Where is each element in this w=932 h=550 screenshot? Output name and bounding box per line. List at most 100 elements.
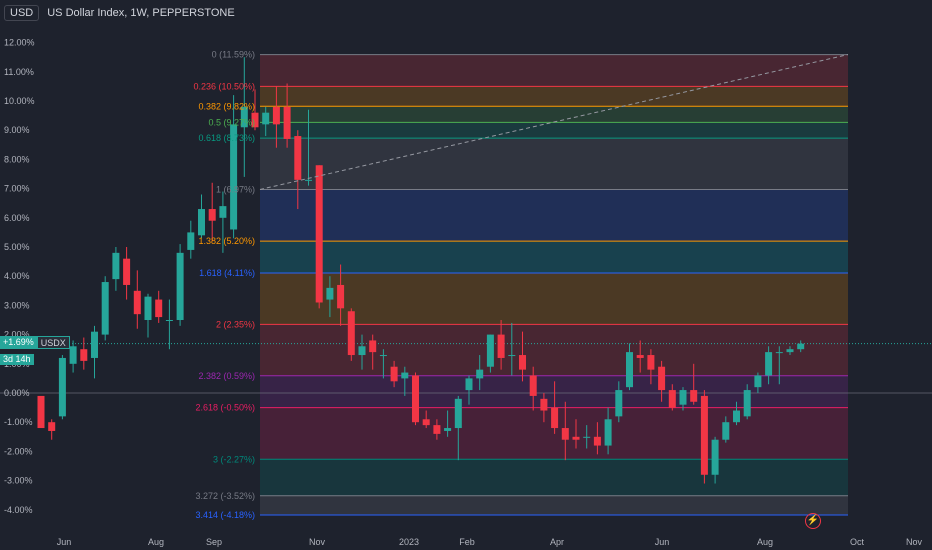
y-axis-tick-label: -4.00%	[4, 505, 33, 515]
x-axis-tick-label: Aug	[757, 537, 773, 547]
fib-level-label: 0.5 (9.27%)	[208, 117, 255, 127]
x-axis-tick-label: Sep	[206, 537, 222, 547]
candle-body	[112, 252, 120, 280]
candle-body	[636, 355, 644, 358]
y-axis-tick-label: -3.00%	[4, 476, 33, 486]
fib-level-label: 0.382 (9.82%)	[198, 101, 255, 111]
candle-body	[561, 428, 569, 440]
fib-zone	[260, 122, 848, 139]
candle-body	[626, 352, 633, 388]
candle-body	[700, 395, 708, 475]
candle-body	[604, 419, 612, 446]
fib-zone	[260, 324, 848, 376]
fib-zone	[260, 106, 848, 123]
x-axis-tick-label: 2023	[399, 537, 419, 547]
fib-level-label: 0.236 (10.50%)	[193, 81, 255, 91]
candle-body	[48, 422, 56, 431]
fib-level-label: 3.414 (-4.18%)	[195, 510, 255, 520]
candle-body	[358, 346, 366, 356]
candle-body	[412, 375, 419, 423]
currency-button[interactable]: USD	[4, 5, 40, 21]
y-axis-tick-label: 3.00%	[4, 300, 30, 310]
y-axis-tick-label: 10.00%	[4, 96, 35, 106]
candle-body	[337, 284, 345, 309]
y-axis-tick-label: -2.00%	[4, 446, 33, 456]
candle-body	[743, 390, 751, 417]
y-axis-tick-label: 11.00%	[4, 67, 34, 77]
candle-body	[283, 106, 291, 139]
candle-body	[91, 331, 98, 358]
candle-body	[486, 334, 494, 367]
fib-zone	[260, 272, 848, 325]
candle-body	[230, 124, 238, 230]
candle-body	[572, 436, 580, 440]
candle-body	[165, 320, 173, 321]
candle-body	[69, 346, 77, 364]
candle-body	[733, 410, 740, 423]
candle-body	[219, 206, 227, 218]
candle-body	[690, 390, 698, 402]
x-axis-tick-label: Aug	[148, 537, 164, 547]
candle-body	[476, 369, 484, 379]
candle-body	[262, 112, 270, 125]
candle-body	[155, 299, 163, 318]
candle-body	[465, 378, 473, 391]
fib-level-label: 3.272 (-3.52%)	[195, 491, 255, 501]
x-axis-tick-label: Nov	[309, 537, 326, 547]
chart-title: US Dollar Index, 1W, PEPPERSTONE	[47, 7, 235, 19]
y-axis-tick-label: 5.00%	[4, 242, 30, 252]
candle-body	[454, 398, 462, 429]
candle-body	[529, 375, 537, 396]
candle-body	[198, 209, 205, 236]
fib-level-label: 0.618 (8.73%)	[198, 133, 255, 143]
candle-body	[133, 290, 141, 315]
x-axis-tick-label: Jun	[57, 537, 72, 547]
lightning-icon[interactable]: ⚡	[805, 513, 821, 529]
candle-body	[58, 357, 66, 417]
y-axis-tick-label: 4.00%	[4, 271, 30, 281]
fib-level-label: 3 (-2.27%)	[213, 454, 255, 464]
candle-body	[240, 106, 248, 128]
fib-zone	[260, 189, 848, 242]
candle-body	[326, 287, 334, 300]
x-axis-tick-label: Jun	[655, 537, 670, 547]
candle-body	[551, 407, 559, 429]
fib-level-label: 1.618 (4.11%)	[199, 268, 255, 278]
candle-body	[508, 355, 516, 357]
candle-body	[668, 390, 676, 408]
candle-body	[786, 349, 794, 353]
fib-level-label: 2.382 (0.59%)	[198, 371, 255, 381]
fib-level-label: 2 (2.35%)	[216, 319, 255, 329]
candle-body	[583, 436, 591, 438]
candle-body	[379, 355, 387, 357]
candle-body	[775, 352, 783, 354]
candle-body	[176, 252, 184, 320]
candle-body	[722, 422, 730, 440]
candle-body	[101, 282, 109, 335]
candle-body	[765, 352, 773, 376]
x-axis-tick-label: Oct	[850, 537, 865, 547]
x-axis-tick-label: Nov	[906, 537, 923, 547]
candle-body	[347, 311, 355, 356]
candle-body	[37, 395, 45, 429]
candle-body	[187, 232, 195, 250]
candle-body	[497, 334, 505, 358]
candle-body	[711, 439, 719, 475]
x-axis-tick-label: Apr	[550, 537, 564, 547]
fib-level-label: 2.618 (-0.50%)	[195, 403, 255, 413]
candle-body	[369, 340, 377, 353]
candle-body	[593, 436, 601, 446]
fib-level-label: 0 (11.59%)	[212, 50, 255, 60]
candle-body	[305, 179, 312, 181]
candle-body	[658, 366, 666, 391]
current-value-label: +1.69%	[0, 336, 37, 349]
chart-header: USD US Dollar Index, 1W, PEPPERSTONE	[4, 4, 235, 22]
y-axis-tick-label: 12.00%	[4, 38, 35, 48]
y-axis-tick-label: 6.00%	[4, 213, 30, 223]
fib-zone	[260, 495, 848, 516]
fib-zone	[260, 459, 848, 496]
candle-body	[272, 106, 280, 125]
y-axis-tick-label: 9.00%	[4, 125, 30, 135]
candle-body	[144, 296, 152, 320]
